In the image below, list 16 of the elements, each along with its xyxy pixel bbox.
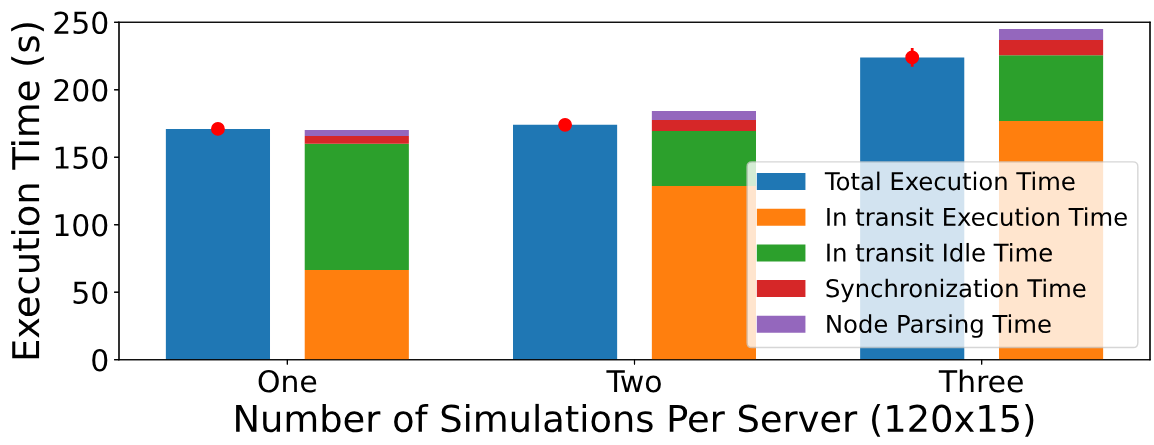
x-tick-label: Three (938, 369, 1023, 393)
y-axis-title: Execution Time (s) (11, 23, 44, 359)
x-tick-label: Two (606, 370, 661, 393)
y-tick-label: 50 (73, 281, 108, 304)
legend-label: In transit Idle Time (827, 242, 1052, 262)
legend-label: Total Execution Time (824, 171, 1075, 191)
x-axis-title: Number of Simulations Per Server (120x15) (236, 403, 1034, 437)
y-tick-label: 0 (92, 348, 108, 372)
legend-label: Synchronization Time (826, 278, 1086, 303)
y-tick-label: 200 (54, 78, 108, 102)
y-tick-label: 250 (54, 11, 108, 35)
x-tick-label: One (258, 369, 317, 393)
y-tick-label: 100 (55, 213, 108, 237)
legend-label: Node Parsing Time (827, 314, 1051, 338)
legend-label: In transit Execution Time (827, 207, 1127, 227)
y-tick-label: 150 (55, 146, 108, 170)
